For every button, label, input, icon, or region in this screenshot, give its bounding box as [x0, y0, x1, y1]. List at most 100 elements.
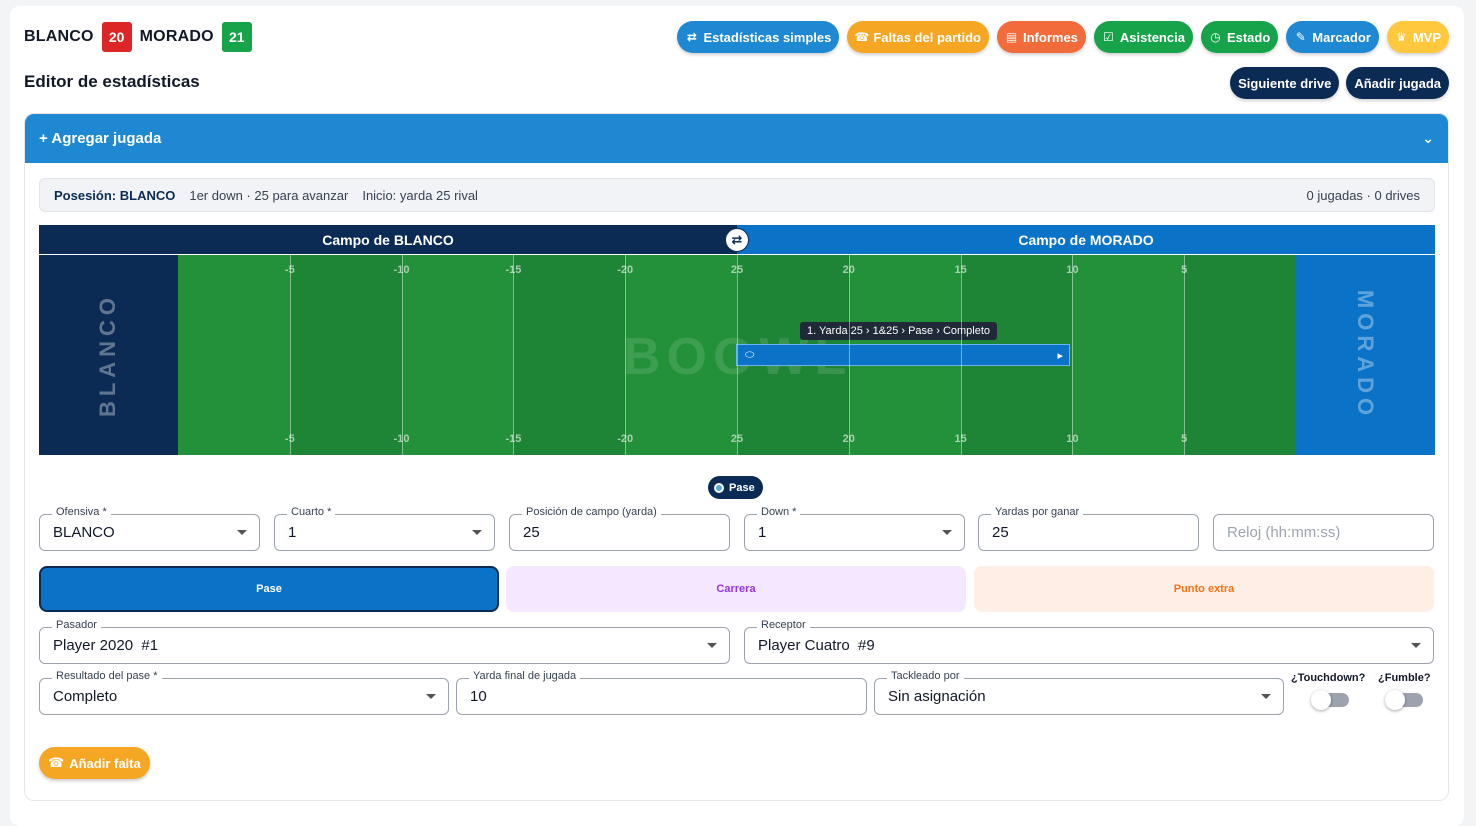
tackled-by-value: Sin asignación: [888, 688, 986, 705]
pass-result-value: Completo: [53, 688, 118, 705]
mode-pass-button[interactable]: Pase: [39, 566, 499, 612]
down-label: Down *: [757, 506, 801, 518]
offense-label: Ofensiva *: [52, 506, 111, 518]
add-foul-button[interactable]: ☎ Añadir falta: [39, 747, 150, 779]
toolbar-button-label: MVP: [1412, 29, 1441, 45]
add-play-button[interactable]: Añadir jugada: [1346, 67, 1449, 99]
panel-title: + Agregar jugada: [39, 130, 162, 147]
receiver-value: Player Cuatro #9: [758, 637, 875, 654]
panel-header[interactable]: + Agregar jugada ⌄: [25, 114, 1448, 163]
field-position-input[interactable]: Posición de campo (yarda) 25: [509, 506, 730, 551]
chevron-down-icon[interactable]: ⌄: [1422, 130, 1434, 146]
passer-select[interactable]: Pasador Player 2020 #1: [39, 619, 730, 664]
yard-label-bottom: 20: [842, 433, 855, 445]
quarter-label: Cuarto *: [287, 506, 336, 518]
yards-to-go-input[interactable]: Yardas por ganar 25: [978, 506, 1199, 551]
yard-label-top: -5: [284, 264, 295, 276]
add-foul-label: Añadir falta: [69, 755, 141, 771]
final-yard-input[interactable]: Yarda final de jugada 10: [456, 670, 867, 715]
touchdown-label: ¿Touchdown?: [1291, 672, 1366, 684]
toolbar-button-2[interactable]: ▤ Informes: [997, 21, 1086, 53]
play-arrow-icon: ▸: [1057, 349, 1063, 362]
toolbar-button-label: Estado: [1226, 29, 1271, 45]
mode-extra-point-button[interactable]: Punto extra: [974, 566, 1434, 612]
counts-text: 0 jugadas · 0 drives: [1306, 187, 1420, 203]
clock-input[interactable]: Reloj (hh:mm:ss): [1213, 514, 1434, 551]
offense-select[interactable]: Ofensiva * BLANCO: [39, 506, 260, 551]
add-play-panel: + Agregar jugada ⌄ Posesión: BLANCO 1er …: [24, 113, 1449, 801]
toolbar-button-4[interactable]: ◷ Estado: [1200, 21, 1279, 53]
toolbar-button-6[interactable]: ♛ MVP: [1386, 21, 1449, 53]
swap-sides-icon[interactable]: ⇄: [725, 228, 749, 252]
receiver-select[interactable]: Receptor Player Cuatro #9: [744, 619, 1434, 664]
swap-icon: ⇄: [686, 30, 697, 44]
whistle-icon: ☎: [854, 30, 870, 44]
start-text: Inicio: yarda 25 rival: [362, 187, 478, 203]
yard-label-top: 5: [1181, 264, 1188, 276]
down-text: 1er down · 25 para avanzar: [189, 187, 349, 203]
touchdown-toggle[interactable]: [1311, 690, 1349, 710]
team-a-name: BLANCO: [24, 28, 94, 45]
play-bar[interactable]: ⬭ ▸: [736, 344, 1070, 366]
field-turf[interactable]: BOOWL ⬭ ▸ 1. Yarda 25 › 1&25 › Pase › Co…: [178, 255, 1296, 455]
endzone-right: MORADO: [1296, 255, 1435, 455]
toolbar-button-5[interactable]: ✎ Marcador: [1286, 21, 1379, 53]
possession-info-bar: Posesión: BLANCO 1er down · 25 para avan…: [39, 178, 1435, 212]
yard-label-bottom: 5: [1181, 433, 1188, 445]
chevron-down-icon: [237, 530, 247, 535]
yard-label-bottom: -5: [284, 433, 295, 445]
field-stripe: [401, 255, 514, 455]
yard-label-bottom: -20: [617, 433, 634, 445]
football-field: BLANCO BOOWL ⬭ ▸ 1. Yarda 25 › 1&25 › Pa…: [39, 255, 1435, 455]
field-stripe: [513, 255, 626, 455]
yard-label-bottom: 10: [1066, 433, 1079, 445]
yard-label-bottom: 15: [954, 433, 967, 445]
mode-run-button[interactable]: Carrera: [506, 566, 966, 612]
yard-label-top: 15: [954, 264, 967, 276]
toolbar-button-label: Informes: [1023, 29, 1078, 45]
whistle-icon: ☎: [48, 755, 65, 770]
down-select[interactable]: Down * 1: [744, 506, 965, 551]
toolbar-button-label: Estadísticas simples: [703, 29, 832, 45]
yards-to-go-label: Yardas por ganar: [991, 506, 1084, 518]
pass-result-label: Resultado del pase *: [52, 670, 162, 682]
field-stripe: [1184, 255, 1296, 455]
yard-line: [960, 255, 962, 455]
yard-label-top: -20: [617, 264, 634, 276]
toolbar-button-label: Marcador: [1312, 29, 1371, 45]
field-position-label: Posición de campo (yarda): [522, 506, 661, 518]
quarter-select[interactable]: Cuarto * 1: [274, 506, 495, 551]
yard-line: [737, 255, 738, 455]
tackled-by-select[interactable]: Tackleado por Sin asignación: [874, 670, 1284, 715]
yard-line: [401, 255, 403, 455]
passer-label: Pasador: [52, 619, 101, 631]
fumble-toggle[interactable]: [1385, 690, 1423, 710]
yard-line: [1184, 255, 1186, 455]
chevron-down-icon: [1261, 694, 1271, 699]
possession-text: Posesión: BLANCO: [54, 187, 176, 203]
down-value: 1: [758, 524, 767, 541]
toolbar-button-label: Asistencia: [1119, 29, 1185, 45]
pass-result-select[interactable]: Resultado del pase * Completo: [39, 670, 449, 715]
field-position-value: 25: [523, 524, 540, 541]
toolbar-button-3[interactable]: ☑ Asistencia: [1093, 21, 1193, 53]
pencil-icon: ✎: [1295, 30, 1306, 44]
toolbar-button-0[interactable]: ⇄ Estadísticas simples: [677, 21, 840, 53]
top-toolbar: ⇄ Estadísticas simples ☎ Faltas del partido…: [677, 21, 1449, 53]
yard-label-bottom: 25: [730, 433, 744, 445]
crown-icon: ♛: [1395, 30, 1407, 44]
fumble-label: ¿Fumble?: [1378, 672, 1431, 684]
checkbox-icon: ☑: [1103, 30, 1114, 44]
page: BLANCO 20 MORADO 21 Editor de estadístic…: [10, 6, 1464, 826]
play-type-badge: Pase: [708, 476, 763, 499]
next-drive-button[interactable]: Siguiente drive: [1230, 67, 1340, 99]
yard-line: [513, 255, 515, 455]
toolbar-button-1[interactable]: ☎ Faltas del partido: [847, 21, 989, 53]
field-stripe: [289, 255, 402, 455]
yard-label-bottom: -10: [393, 433, 410, 445]
quarter-value: 1: [288, 524, 297, 541]
clock-icon: ◷: [1210, 30, 1221, 44]
play-tooltip: 1. Yarda 25 › 1&25 › Pase › Completo: [800, 322, 998, 340]
final-yard-label: Yarda final de jugada: [469, 670, 581, 682]
football-icon: ⬭: [745, 348, 755, 361]
